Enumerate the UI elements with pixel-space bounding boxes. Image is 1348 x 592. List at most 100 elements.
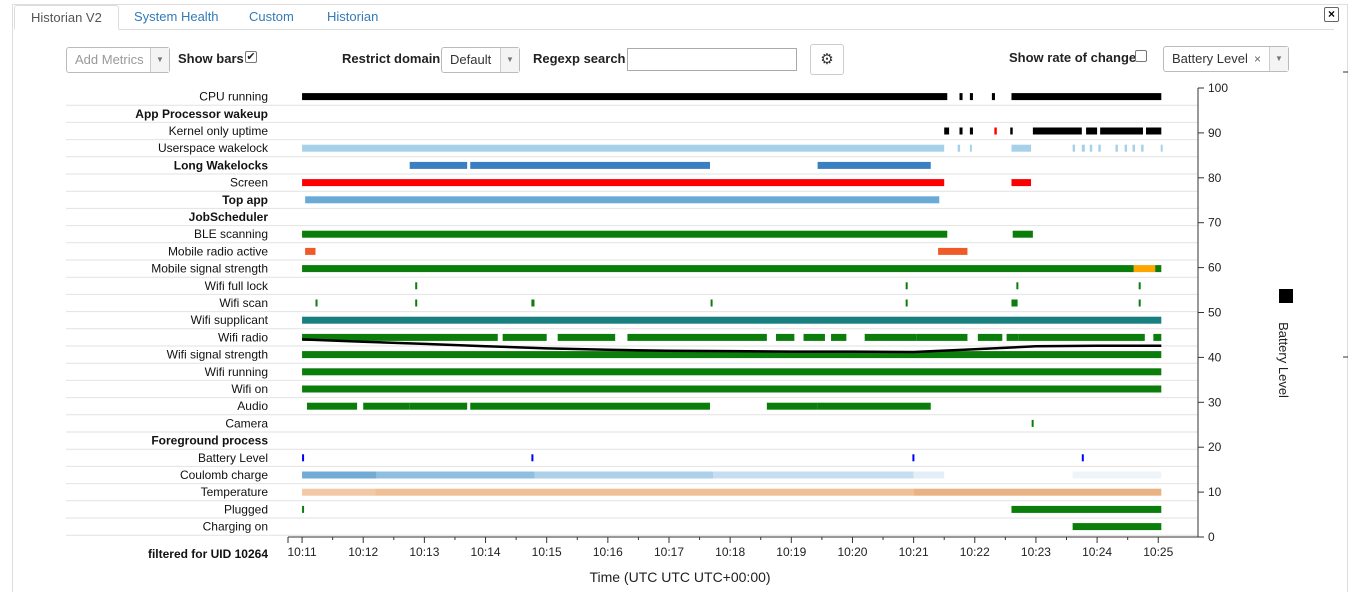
rate-of-change-checkbox[interactable] [1135,50,1147,62]
timeline-bar [1018,333,1145,341]
domain-value: Default [450,52,492,67]
timeline-bar [302,454,305,462]
timeline-bar [1155,265,1162,273]
timeline-bar [1031,419,1034,427]
timeline-bar [1011,179,1032,187]
timeline-bar [1016,282,1019,290]
row-label: Userspace wakelock [158,141,269,155]
timeline-bar [531,299,535,307]
timeline-bar [1011,93,1162,101]
x-axis-title: Time (UTC UTC UTC+00:00) [589,569,770,585]
timeline-bar [1124,144,1128,152]
y2-tick-label: 80 [1208,171,1222,185]
x-tick-label: 10:11 [287,545,316,559]
x-tick-label: 10:16 [593,545,623,559]
timeline-bar [302,230,948,238]
chevron-down-icon: ▼ [1269,47,1288,71]
battery-metric-select[interactable]: Battery Level × ▼ [1163,46,1289,72]
row-labels: CPU running App Processor wakeup Kernel on… [135,90,269,534]
row-label: Top app [222,193,268,207]
row-label: Charging on [203,520,268,534]
row-label: Foreground process [151,434,268,448]
y2-tick-label: 10 [1208,485,1222,499]
x-tick-label: 10:24 [1082,545,1112,559]
timeline-bar [912,454,915,462]
x-tick-label: 10:21 [899,545,929,559]
row-label: Camera [225,416,268,430]
row-label: CPU running [199,90,268,104]
timeline-bar [913,488,1162,496]
restrict-domain-label: Restrict domain [342,51,441,66]
timeline-bar [1011,144,1032,152]
timeline-bar [1115,144,1118,152]
timeline-bar [415,282,418,290]
row-label: Mobile signal strength [151,262,268,276]
add-metrics-select[interactable]: Add Metrics ▼ [66,47,170,73]
y2-tick-label: 50 [1208,306,1222,320]
battery-level-path [302,338,1162,354]
row-label: Wifi radio [218,330,268,344]
timeline-bar [959,93,963,101]
y2-tick-label: 100 [1208,81,1228,95]
y2-tick-label: 90 [1208,126,1222,140]
row-label: Wifi signal strength [167,348,268,362]
timeline-bar [1153,333,1162,341]
tab-historian-v2[interactable]: Historian V2 [14,5,119,30]
timeline-bar [944,127,950,135]
timeline-bar [1141,144,1144,152]
timeline-bar [817,161,931,169]
timeline-bar [1098,144,1101,152]
x-tick-label: 10:19 [776,545,806,559]
tab-historian[interactable]: Historian [327,9,379,24]
timeline-bar [977,333,1003,341]
chevron-down-icon: ▼ [500,48,519,72]
timeline-bar [1089,144,1093,152]
timeline-bar [766,402,818,410]
timeline-bar [470,161,710,169]
timeline-bar [1132,144,1136,152]
regexp-search-input[interactable] [627,48,797,71]
timeline-bar [831,333,847,341]
x-tick-label: 10:23 [1021,545,1051,559]
timeline-bar [913,471,945,479]
timeline-bar [409,402,468,410]
row-label: Wifi on [231,382,268,396]
timeline-bar [1006,333,1019,341]
timeline-bar [531,454,534,462]
close-icon[interactable]: × [1324,7,1339,22]
y2-tick-label: 20 [1208,440,1222,454]
timeline-bar [557,333,616,341]
add-metrics-label: Add Metrics [75,52,144,67]
timeline-bar [302,333,498,341]
timeline-bar [302,505,305,513]
timeline-bar [969,144,972,152]
show-bars-checkbox[interactable]: ✔ [245,51,257,63]
timeline-bar [302,144,945,152]
timeline-bar [1138,282,1141,290]
uid-filter-label: filtered for UID 10264 [148,547,268,561]
timeline-bar [415,299,418,307]
row-label: Coulomb charge [180,468,268,482]
timeline-bar [1133,265,1156,273]
x-tick-label: 10:18 [715,545,745,559]
x-tick-label: 10:22 [960,545,990,559]
chevron-down-icon: ▼ [150,48,169,72]
y2-axis-title: Battery Level [1276,322,1291,398]
timeline-bar [302,93,948,101]
row-label: BLE scanning [194,227,268,241]
row-label: Audio [237,399,268,413]
tab-custom[interactable]: Custom [249,9,294,24]
x-tick-label: 10:17 [654,545,684,559]
row-label: JobScheduler [189,210,269,224]
timeline-bar [1012,230,1033,238]
row-label: Wifi full lock [205,279,269,293]
timeline-bar [938,247,968,255]
gear-icon[interactable]: ⚙ [810,44,844,75]
tab-system-health[interactable]: System Health [134,9,219,24]
remove-icon[interactable]: × [1254,52,1262,66]
row-label: Temperature [201,485,269,499]
y2-tick-label: 0 [1208,530,1215,544]
restrict-domain-select[interactable]: Default ▼ [441,47,520,73]
y2-tick-label: 40 [1208,350,1222,364]
